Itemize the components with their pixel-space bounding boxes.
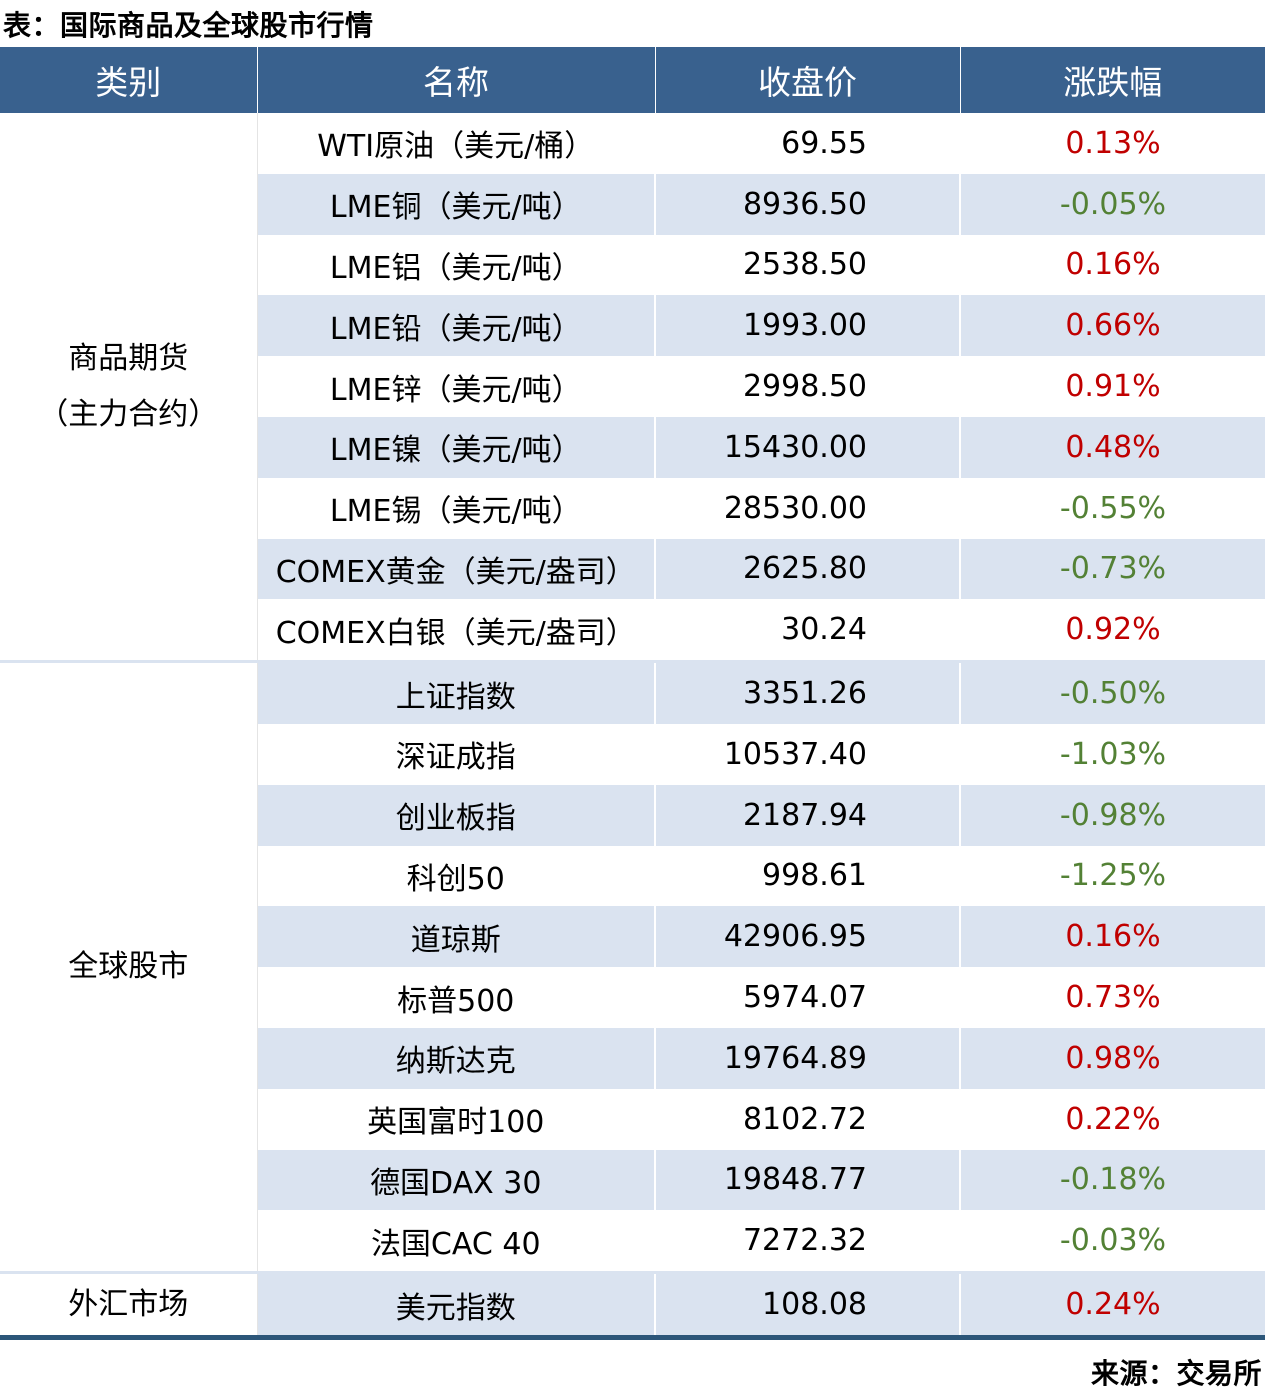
close-price: 28530.00 — [654, 477, 960, 539]
close-price: 15430.00 — [654, 416, 960, 478]
table-row: LME镍（美元/吨） 15430.00 0.48% — [0, 416, 1265, 478]
close-price: 30.24 — [654, 599, 960, 662]
close-price: 2187.94 — [654, 784, 960, 846]
category-label: 全球股市 — [68, 949, 189, 985]
change-percent: 0.98% — [959, 1027, 1265, 1089]
table-row: 商品期货 （主力合约） WTI原油（美元/桶） 69.55 0.13% — [0, 113, 1265, 662]
close-price: 42906.95 — [654, 906, 960, 968]
category-cell-stocks: 全球股市 — [0, 660, 258, 1273]
change-percent: -1.25% — [959, 845, 1265, 907]
change-percent: 0.22% — [959, 1088, 1265, 1150]
table-row: 标普500 5974.07 0.73% — [0, 967, 1265, 1028]
market-table: 类别 名称 收盘价 涨跌幅 商品期货 （主力合约） WTI原油（美元/桶） 69… — [0, 47, 1265, 1340]
change-percent: 0.16% — [959, 906, 1265, 968]
instrument-name: 德国DAX 30 — [257, 1149, 655, 1211]
close-price: 8936.50 — [654, 173, 960, 235]
close-price: 108.08 — [654, 1271, 960, 1338]
instrument-name: COMEX黄金（美元/盎司） — [257, 538, 655, 600]
instrument-name: 美元指数 — [257, 1271, 655, 1338]
table-row: 深证成指 10537.40 -1.03% — [0, 723, 1265, 785]
change-percent: 0.66% — [959, 295, 1265, 357]
table-row: LME锡（美元/吨） 28530.00 -0.55% — [0, 477, 1265, 539]
instrument-name: 道琼斯 — [257, 906, 655, 968]
instrument-name: 科创50 — [406, 861, 505, 897]
category-cell-forex: 外汇市场 — [0, 1271, 258, 1338]
instrument-name: 纳斯达克 — [257, 1027, 655, 1089]
change-percent: 0.92% — [959, 599, 1265, 662]
table-row: 全球股市 上证指数 3351.26 -0.50% — [0, 660, 1265, 1273]
header-category: 类别 — [0, 47, 257, 113]
instrument-name: LME铝（美元/吨） — [329, 250, 582, 286]
instrument-name: 法国CAC 40 — [370, 1226, 541, 1262]
close-price: 8102.72 — [654, 1088, 960, 1150]
change-percent: -0.18% — [959, 1149, 1265, 1211]
instrument-name: 深证成指 — [395, 740, 516, 776]
instrument-name: LME锌（美元/吨） — [329, 372, 582, 408]
change-percent: 0.91% — [959, 356, 1265, 417]
change-percent: 0.48% — [959, 416, 1265, 478]
close-price: 5974.07 — [654, 967, 960, 1028]
change-percent: -0.98% — [959, 784, 1265, 846]
table-row: COMEX白银（美元/盎司） 30.24 0.92% — [0, 599, 1265, 662]
table-row: LME铅（美元/吨） 1993.00 0.66% — [0, 295, 1265, 357]
close-price: 19764.89 — [654, 1027, 960, 1089]
close-price: 2625.80 — [654, 538, 960, 600]
close-price: 2538.50 — [654, 234, 960, 296]
category-cell-commodities: 商品期货 （主力合约） — [0, 113, 258, 662]
table-header: 类别 名称 收盘价 涨跌幅 — [0, 47, 1265, 113]
change-percent: -0.73% — [959, 538, 1265, 600]
close-price: 2998.50 — [654, 356, 960, 417]
close-price: 19848.77 — [654, 1149, 960, 1211]
change-percent: -0.05% — [959, 173, 1265, 235]
table-row: 德国DAX 30 19848.77 -0.18% — [0, 1149, 1265, 1211]
close-price: 69.55 — [654, 113, 960, 174]
change-percent: 0.13% — [959, 113, 1265, 174]
change-percent: -0.03% — [959, 1210, 1265, 1273]
source-note: 来源：交易所 — [1090, 1356, 1262, 1390]
table-row: LME铝（美元/吨） 2538.50 0.16% — [0, 234, 1265, 296]
category-label: 外汇市场 — [68, 1286, 189, 1322]
instrument-name: 上证指数 — [257, 660, 655, 724]
table-row: LME锌（美元/吨） 2998.50 0.91% — [0, 356, 1265, 417]
table-row: LME铜（美元/吨） 8936.50 -0.05% — [0, 173, 1265, 235]
table-row: 科创50 998.61 -1.25% — [0, 845, 1265, 907]
instrument-name: 创业板指 — [257, 784, 655, 846]
close-price: 3351.26 — [654, 660, 960, 724]
table-row: 道琼斯 42906.95 0.16% — [0, 906, 1265, 968]
table-row: COMEX黄金（美元/盎司） 2625.80 -0.73% — [0, 538, 1265, 600]
table-row: 外汇市场 美元指数 108.08 0.24% — [0, 1271, 1265, 1338]
page-title: 表：国际商品及全球股市行情 — [3, 8, 374, 42]
instrument-name: LME铜（美元/吨） — [257, 173, 655, 235]
header-change: 涨跌幅 — [959, 47, 1265, 113]
change-percent: 0.16% — [959, 234, 1265, 296]
table-row: 法国CAC 40 7272.32 -0.03% — [0, 1210, 1265, 1273]
instrument-name: COMEX白银（美元/盎司） — [275, 615, 636, 651]
instrument-name: WTI原油（美元/桶） — [317, 129, 595, 165]
instrument-name: LME镍（美元/吨） — [257, 416, 655, 478]
instrument-name: 标普500 — [397, 983, 515, 1019]
change-percent: -0.55% — [959, 477, 1265, 539]
close-price: 7272.32 — [654, 1210, 960, 1273]
table-row: 英国富时100 8102.72 0.22% — [0, 1088, 1265, 1150]
instrument-name: LME铅（美元/吨） — [257, 295, 655, 357]
close-price: 10537.40 — [654, 723, 960, 785]
instrument-name: 英国富时100 — [367, 1105, 545, 1141]
header-close: 收盘价 — [654, 47, 960, 113]
category-label: 商品期货 — [68, 341, 189, 377]
change-percent: -0.50% — [959, 660, 1265, 724]
instrument-name: LME锡（美元/吨） — [329, 494, 582, 530]
change-percent: 0.73% — [959, 967, 1265, 1028]
change-percent: 0.24% — [959, 1271, 1265, 1338]
change-percent: -1.03% — [959, 723, 1265, 785]
close-price: 1993.00 — [654, 295, 960, 357]
table-row: 纳斯达克 19764.89 0.98% — [0, 1027, 1265, 1089]
close-price: 998.61 — [654, 845, 960, 907]
header-name: 名称 — [256, 47, 655, 113]
category-label-line2: （主力合约） — [38, 396, 219, 432]
table-row: 创业板指 2187.94 -0.98% — [0, 784, 1265, 846]
